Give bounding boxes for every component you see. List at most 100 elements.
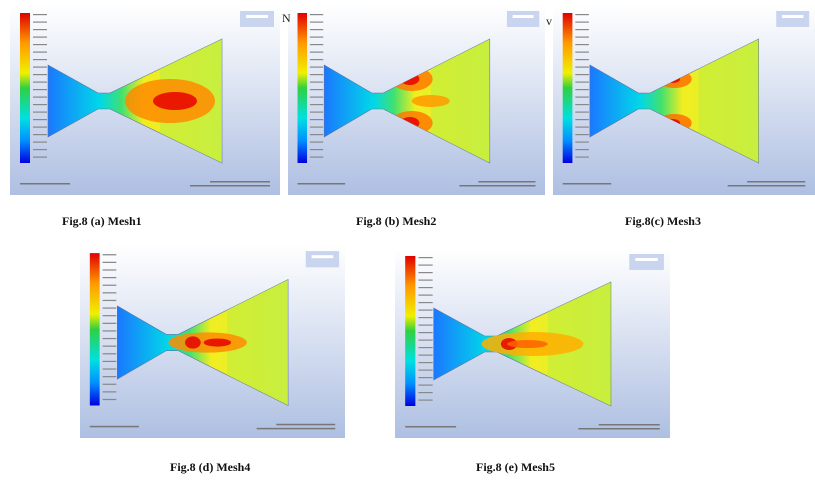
- legend-tick-text: [418, 325, 432, 326]
- legend-tick-text: [33, 52, 47, 53]
- legend-tick-text: [575, 157, 589, 158]
- legend-tick-text: [103, 269, 117, 270]
- logo-box: [629, 254, 664, 270]
- legend-tick-text: [575, 142, 589, 143]
- footer-text: [276, 424, 335, 426]
- legend-tick-text: [103, 254, 117, 255]
- legend-tick-text: [575, 52, 589, 53]
- legend-tick-text: [575, 149, 589, 150]
- figure-caption: Fig.8(c) Mesh3: [625, 214, 701, 229]
- footer-text: [190, 185, 270, 187]
- legend-tick-text: [418, 340, 432, 341]
- legend-tick-text: [418, 332, 432, 333]
- legend-tick-text: [103, 285, 117, 286]
- legend-tick-text: [575, 29, 589, 30]
- legend-tick-text: [33, 134, 47, 135]
- contour-panel: [288, 5, 545, 195]
- legend-tick-text: [310, 37, 323, 38]
- legend-tick-text: [575, 127, 589, 128]
- footer-text: [257, 428, 336, 430]
- color-bar: [298, 13, 308, 163]
- legend-tick-text: [310, 142, 323, 143]
- legend-tick-text: [103, 307, 117, 308]
- legend-tick-text: [575, 37, 589, 38]
- legend-tick-text: [33, 89, 47, 90]
- footer-text: [459, 185, 535, 187]
- legend-tick-text: [575, 44, 589, 45]
- legend-tick-text: [418, 257, 432, 258]
- figure-caption: Fig.8 (a) Mesh1: [62, 214, 142, 229]
- legend-tick-text: [575, 134, 589, 135]
- figure-caption: Fig.8 (b) Mesh2: [356, 214, 436, 229]
- logo-box: [776, 11, 809, 27]
- legend-tick-text: [33, 157, 47, 158]
- contour-blob: [204, 338, 231, 346]
- legend-tick-text: [310, 104, 323, 105]
- legend-tick-text: [418, 310, 432, 311]
- stray-mark: N: [282, 11, 291, 26]
- legend-tick-text: [575, 104, 589, 105]
- legend-tick-text: [418, 347, 432, 348]
- legend-tick-text: [33, 67, 47, 68]
- legend-tick-text: [33, 104, 47, 105]
- legend-tick-text: [310, 74, 323, 75]
- legend-tick-text: [418, 392, 432, 393]
- legend-tick-text: [418, 265, 432, 266]
- color-bar: [405, 256, 415, 406]
- legend-tick-text: [103, 353, 117, 354]
- legend-tick-text: [33, 37, 47, 38]
- logo-text: [635, 258, 657, 261]
- legend-tick-text: [310, 67, 323, 68]
- logo-box: [507, 11, 539, 27]
- legend-tick-text: [310, 22, 323, 23]
- legend-tick-text: [310, 52, 323, 53]
- legend-tick-text: [575, 74, 589, 75]
- stray-mark: v: [546, 14, 552, 29]
- legend-tick-text: [418, 362, 432, 363]
- legend-tick-text: [103, 277, 117, 278]
- legend-tick-text: [575, 22, 589, 23]
- legend-tick-text: [33, 112, 47, 113]
- legend-tick-text: [575, 14, 589, 15]
- legend-tick-text: [418, 302, 432, 303]
- legend-tick-text: [310, 119, 323, 120]
- figure-caption: Fig.8 (e) Mesh5: [476, 460, 555, 475]
- contour-panel: [80, 245, 345, 438]
- legend-tick-text: [418, 317, 432, 318]
- legend-tick-text: [418, 385, 432, 386]
- footer-text: [478, 181, 535, 183]
- logo-box: [306, 251, 339, 267]
- footer-text: [599, 424, 660, 426]
- legend-tick-text: [310, 29, 323, 30]
- legend-tick-text: [33, 22, 47, 23]
- legend-tick-text: [103, 262, 117, 263]
- legend-tick-text: [418, 377, 432, 378]
- footer-text: [298, 183, 346, 185]
- legend-tick-text: [103, 300, 117, 301]
- legend-tick-text: [33, 119, 47, 120]
- legend-tick-text: [33, 97, 47, 98]
- logo-text: [782, 15, 803, 18]
- footer-text: [405, 426, 456, 428]
- color-bar: [563, 13, 573, 163]
- footer-text: [747, 181, 805, 183]
- footer-text: [563, 183, 612, 185]
- legend-tick-text: [103, 399, 117, 400]
- legend-tick-text: [418, 370, 432, 371]
- legend-tick-text: [103, 384, 117, 385]
- footer-text: [210, 181, 270, 183]
- legend-tick-text: [103, 338, 117, 339]
- logo-text: [513, 15, 534, 18]
- legend-tick-text: [33, 127, 47, 128]
- legend-tick-text: [310, 134, 323, 135]
- legend-tick-text: [418, 287, 432, 288]
- legend-tick-text: [418, 272, 432, 273]
- contour-panel: [553, 5, 815, 195]
- legend-tick-text: [310, 112, 323, 113]
- color-bar: [20, 13, 30, 163]
- contour-blob: [153, 92, 197, 110]
- color-bar: [90, 253, 100, 405]
- legend-tick-text: [418, 400, 432, 401]
- figure-page: N v Fig.8 (a) Mesh1 Fig.8 (b) Mesh2 Fig.…: [0, 0, 815, 482]
- legend-tick-text: [310, 44, 323, 45]
